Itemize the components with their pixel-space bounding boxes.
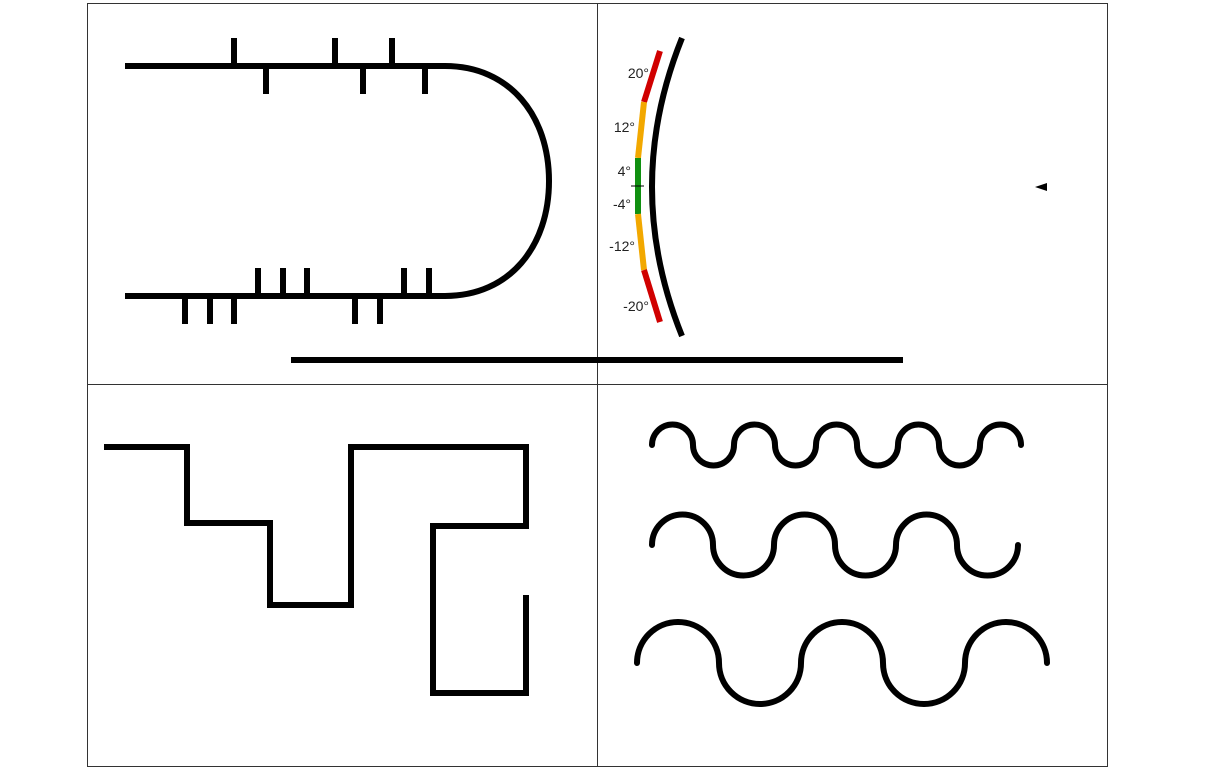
step-path-panel (104, 444, 529, 696)
track-panel (125, 38, 553, 324)
angle-label-4: 4° (618, 163, 631, 179)
medium-wave (649, 511, 1021, 579)
track-ticks (182, 38, 432, 324)
angle-label-minus-20: -20° (623, 298, 649, 314)
short-wave (649, 421, 1024, 469)
angle-label-20: 20° (628, 65, 649, 81)
zone-mid-bottom (635, 213, 647, 271)
angle-labels: 20° 12° 4° -4° -12° -20° (609, 65, 649, 314)
panel-frame (87, 3, 1108, 767)
waves-panel (634, 421, 1050, 707)
zone-high-bottom (641, 269, 663, 323)
step-path (104, 444, 529, 696)
arrow-left-icon (1035, 183, 1047, 191)
angle-label-minus-12: -12° (609, 238, 635, 254)
u-track (125, 63, 553, 299)
angle-label-minus-4: -4° (613, 196, 631, 212)
zone-mid-top (635, 101, 647, 159)
long-wave (634, 619, 1050, 707)
curved-rail (649, 36, 685, 338)
curvature-panel: 20° 12° 4° -4° -12° -20° (609, 36, 1047, 338)
angle-label-12: 12° (614, 119, 635, 135)
zone-high-top (641, 50, 663, 103)
